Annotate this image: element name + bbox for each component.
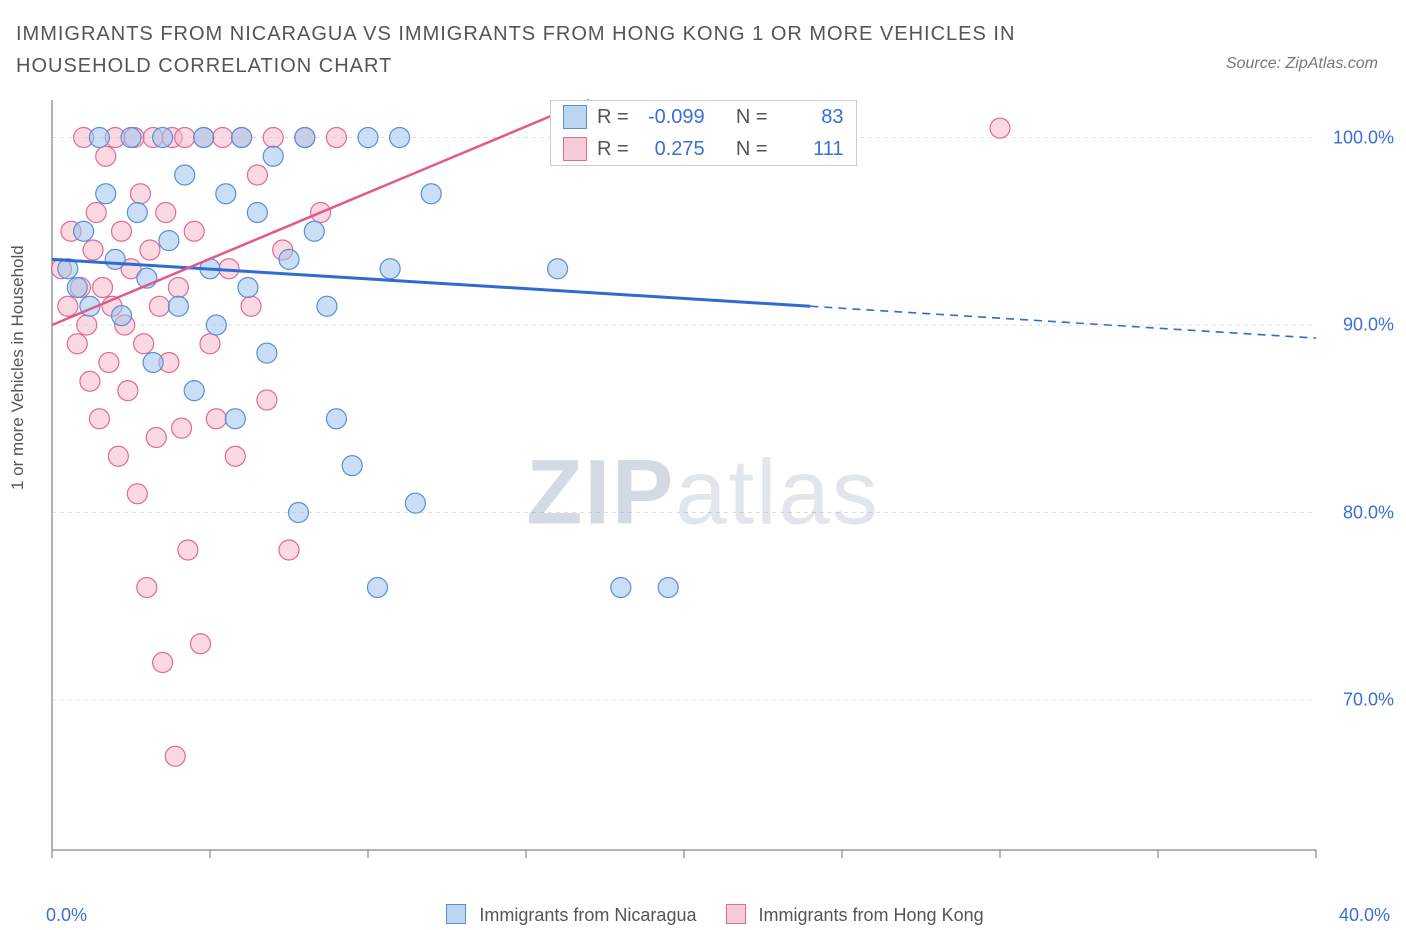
stat-r-value-nicaragua: -0.099 [639,106,705,129]
bottom-legend: Immigrants from Nicaragua Immigrants fro… [0,904,1406,926]
stat-swatch-nicaragua [563,105,587,129]
legend-label-nicaragua: Immigrants from Nicaragua [479,905,696,925]
plot-area [46,100,1376,880]
stat-n-label: N = [736,106,768,129]
stat-n-label-2: N = [736,138,768,161]
plot-svg [46,100,1376,880]
stat-row-hongkong: R = 0.275 N = 111 [551,133,856,165]
stat-swatch-hongkong [563,137,587,161]
source-label: Source: ZipAtlas.com [1226,55,1378,73]
stat-legend-box: R = -0.099 N = 83 R = 0.275 N = 111 [550,100,857,166]
chart-container: IMMIGRANTS FROM NICARAGUA VS IMMIGRANTS … [0,0,1406,930]
stat-r-label: R = [597,106,629,129]
stat-row-nicaragua: R = -0.099 N = 83 [551,101,856,133]
chart-title: IMMIGRANTS FROM NICARAGUA VS IMMIGRANTS … [16,18,1116,82]
stat-n-value-nicaragua: 83 [778,106,844,129]
y-axis-label: 1 or more Vehicles in Household [8,245,28,490]
y-tick-label: 80.0% [1343,502,1394,523]
legend-swatch-nicaragua [446,904,466,924]
legend-label-hongkong: Immigrants from Hong Kong [759,905,984,925]
y-tick-label: 90.0% [1343,315,1394,336]
legend-swatch-hongkong [726,904,746,924]
y-tick-label: 70.0% [1343,690,1394,711]
y-tick-label: 100.0% [1333,127,1394,148]
stat-n-value-hongkong: 111 [778,138,844,161]
stat-r-label-2: R = [597,138,629,161]
stat-r-value-hongkong: 0.275 [639,138,705,161]
